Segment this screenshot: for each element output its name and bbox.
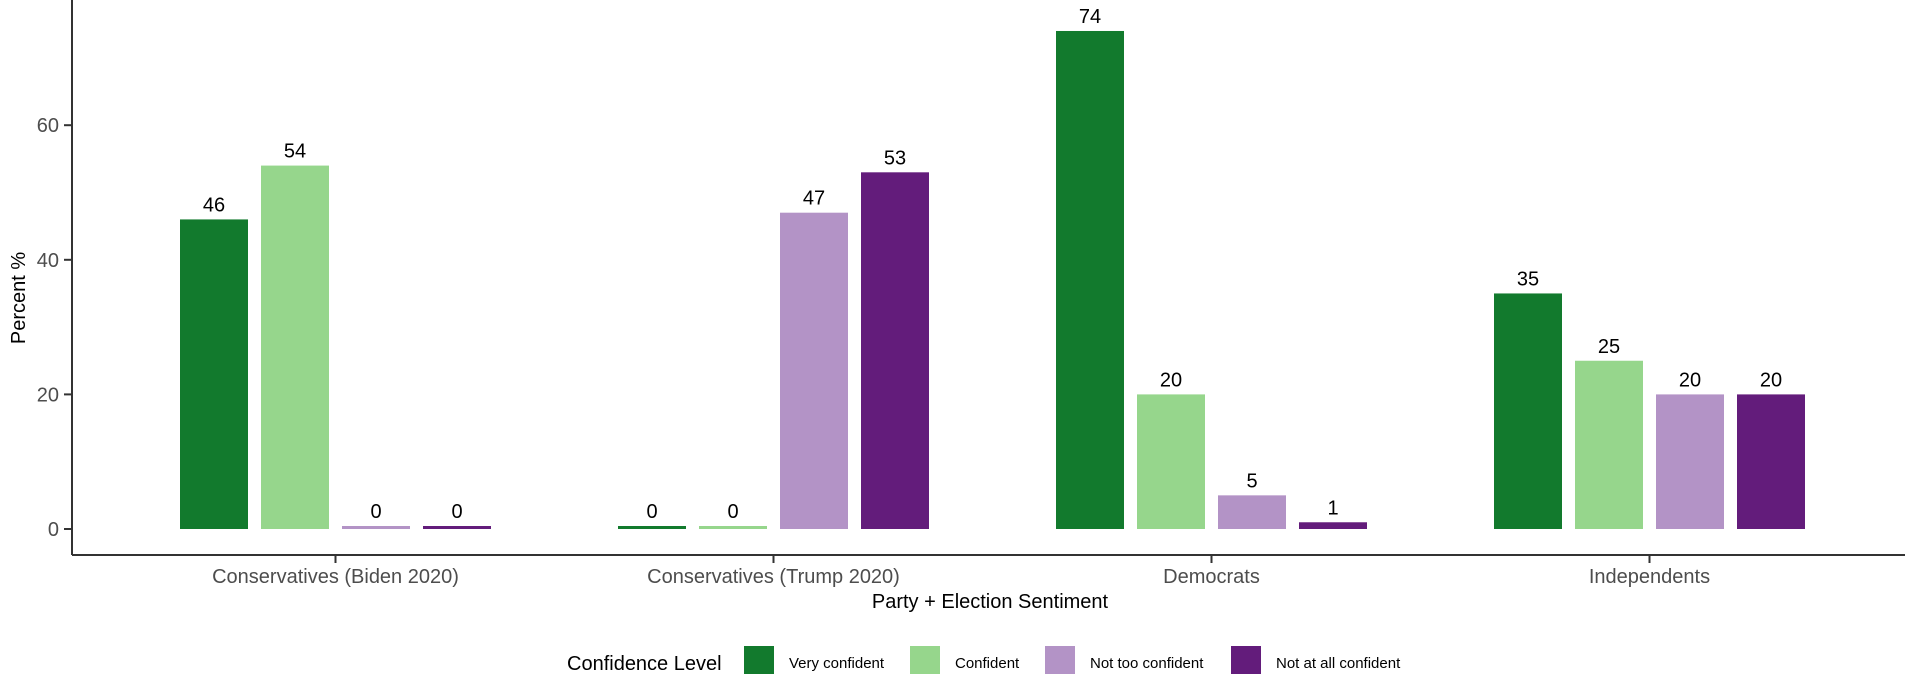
data-label-conservatives-biden-2020-not-too-confident: 0: [370, 501, 381, 523]
y-axis-title: Percent %: [8, 252, 30, 344]
legend-key-very-confident: [744, 646, 774, 674]
data-label-democrats-not-at-all-confident: 1: [1327, 497, 1338, 519]
data-label-conservatives-biden-2020-confident: 54: [284, 141, 306, 163]
y-tick-label: 60: [37, 115, 59, 137]
legend-key-confident: [910, 646, 940, 674]
bar-democrats-very-confident: [1056, 30, 1124, 529]
data-label-conservatives-biden-2020-very-confident: 46: [203, 194, 225, 216]
legend-title: Confidence Level: [567, 653, 722, 674]
bar-independents-confident: [1575, 360, 1643, 529]
bar-conservatives-trump-2020-confident: [699, 526, 767, 529]
data-label-conservatives-trump-2020-not-at-all-confident: 53: [884, 147, 906, 169]
x-tick-label-conservatives-trump-2020: Conservatives (Trump 2020): [647, 566, 900, 588]
legend-key-not-too-confident: [1045, 646, 1075, 674]
y-tick-label: 40: [37, 250, 59, 272]
x-axis-title: Party + Election Sentiment: [872, 591, 1109, 613]
data-label-democrats-confident: 20: [1160, 369, 1182, 391]
bar-conservatives-trump-2020-very-confident: [618, 526, 686, 529]
x-tick-label-independents: Independents: [1589, 566, 1710, 588]
bar-independents-very-confident: [1494, 293, 1562, 529]
x-axis: Conservatives (Biden 2020) Conservatives …: [72, 554, 1905, 588]
x-tick-label-conservatives-biden-2020: Conservatives (Biden 2020): [212, 566, 459, 588]
bar-conservatives-biden-2020-confident: [261, 165, 329, 529]
bars-layer: [180, 30, 1805, 530]
data-label-conservatives-biden-2020-not-at-all-confident: 0: [451, 501, 462, 523]
bar-conservatives-biden-2020-not-at-all-confident: [423, 526, 491, 529]
legend-label-very-confident: Very confident: [789, 655, 885, 672]
legend-label-confident: Confident: [955, 655, 1020, 672]
legend-label-not-at-all-confident: Not at all confident: [1276, 655, 1401, 672]
y-axis: 0 20 40 60: [37, 0, 73, 555]
bar-independents-not-at-all-confident: [1737, 394, 1805, 529]
bar-conservatives-biden-2020-not-too-confident: [342, 526, 410, 529]
data-label-independents-very-confident: 35: [1517, 268, 1539, 290]
legend-label-not-too-confident: Not too confident: [1090, 655, 1204, 672]
data-label-independents-not-at-all-confident: 20: [1760, 369, 1782, 391]
bar-democrats-not-too-confident: [1218, 495, 1286, 529]
bar-democrats-not-at-all-confident: [1299, 522, 1367, 529]
legend: Confidence Level Very confident Confident…: [567, 646, 1401, 674]
data-labels-layer: 46 54 0 0 0 0 47 53 74 20 5 1 35 25 20 20: [203, 6, 1782, 523]
y-tick-label: 20: [37, 384, 59, 406]
bar-conservatives-trump-2020-not-too-confident: [780, 212, 848, 529]
data-label-democrats-not-too-confident: 5: [1246, 470, 1257, 492]
data-label-conservatives-trump-2020-not-too-confident: 47: [803, 188, 825, 210]
data-label-conservatives-trump-2020-very-confident: 0: [646, 501, 657, 523]
y-tick-label: 0: [48, 519, 59, 541]
x-tick-label-democrats: Democrats: [1163, 566, 1260, 588]
data-label-democrats-very-confident: 74: [1079, 6, 1101, 28]
bar-democrats-confident: [1137, 394, 1205, 529]
data-label-independents-not-too-confident: 20: [1679, 369, 1701, 391]
data-label-conservatives-trump-2020-confident: 0: [727, 501, 738, 523]
bar-conservatives-biden-2020-very-confident: [180, 219, 248, 530]
data-label-independents-confident: 25: [1598, 336, 1620, 358]
bar-conservatives-trump-2020-not-at-all-confident: [861, 172, 929, 529]
legend-key-not-at-all-confident: [1231, 646, 1261, 674]
bar-independents-not-too-confident: [1656, 394, 1724, 529]
